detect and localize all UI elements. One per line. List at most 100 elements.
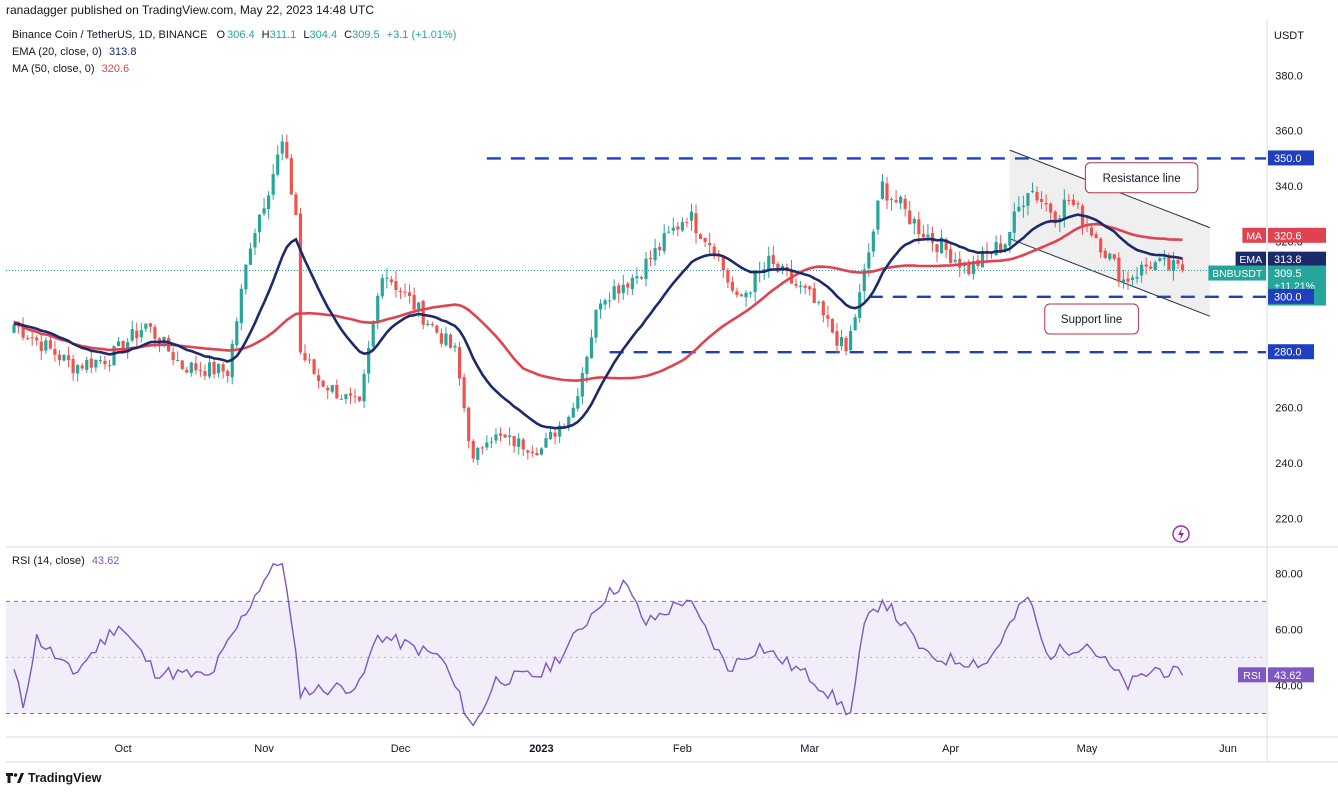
candle-body (1112, 254, 1116, 259)
candle-body (480, 447, 484, 449)
candle-body (771, 255, 775, 264)
candle-body (171, 352, 175, 361)
candle-body (407, 292, 412, 296)
candle-body (953, 259, 957, 262)
price-tag-value: 320.6 (1274, 230, 1302, 242)
candle-body (794, 283, 798, 286)
candle-body (867, 252, 871, 269)
candle-body (917, 219, 921, 235)
candle-body (735, 291, 739, 296)
candle-body (89, 358, 93, 368)
symbol-name: Binance Coin / TetherUS, 1D, BINANCE (12, 29, 208, 41)
candle-body (908, 210, 912, 225)
candle-body (589, 337, 594, 359)
candle-body (448, 334, 453, 348)
candle-body (453, 345, 457, 348)
candle-body (653, 247, 657, 261)
candle-body (53, 348, 57, 355)
price-tick-label: 340.0 (1275, 181, 1303, 193)
candle-body (435, 325, 439, 333)
rsi-tag-name: RSI (1243, 670, 1261, 682)
candle-body (148, 323, 152, 327)
annotation-text: Resistance line (1103, 173, 1181, 185)
candle-body (685, 222, 689, 224)
candle-body (467, 407, 471, 441)
rsi-legend-label: RSI (14, close) (12, 555, 85, 567)
candle-body (1067, 200, 1071, 202)
candle-body (839, 337, 844, 347)
price-tag-name: EMA (1239, 254, 1262, 266)
ma-legend: MA (50, close, 0) 320.6 (12, 63, 129, 75)
candle-body (876, 200, 880, 230)
candle-body (880, 181, 885, 199)
candle-body (626, 283, 630, 288)
candle-body (1003, 244, 1007, 250)
candle-body (385, 277, 389, 279)
candle-body (553, 432, 557, 437)
candle-body (967, 261, 971, 275)
candle-body (276, 154, 280, 175)
candle-body (571, 407, 575, 418)
level-tag-value: 280.0 (1274, 347, 1302, 359)
time-tick-label: Feb (673, 743, 692, 755)
price-tag-ema: EMA 313.8 (1235, 251, 1326, 267)
candle-body (180, 360, 184, 369)
candle-body (799, 285, 803, 287)
price-tag-name: BNBUSDT (1212, 268, 1263, 280)
candle-body (1008, 232, 1012, 246)
candle-body (949, 249, 953, 263)
candle-body (608, 300, 612, 302)
candle-body (294, 194, 298, 216)
candle-body (80, 365, 84, 369)
close-value: 309.5 (352, 29, 380, 41)
candle-body (1167, 258, 1171, 270)
candle-body (1176, 259, 1180, 264)
candle-body (594, 310, 598, 338)
candle-body (821, 301, 825, 316)
candle-body (1035, 191, 1039, 201)
ema-20-line (13, 213, 1183, 430)
candle-body (1017, 206, 1021, 212)
candle-body (889, 199, 894, 201)
candle-body (244, 264, 248, 290)
publisher-line: ranadagger published on TradingView.com,… (6, 3, 375, 17)
candle-body (667, 231, 671, 233)
candle-body (926, 234, 930, 237)
candle-body (648, 257, 653, 260)
candle-body (489, 441, 494, 443)
ma-50-line (13, 222, 1183, 382)
candle-body (85, 360, 89, 370)
candles-group (12, 134, 1185, 466)
candle-body (107, 365, 112, 367)
tradingview-brand[interactable]: TradingView (6, 771, 101, 785)
candle-body (1076, 203, 1080, 205)
candle-body (530, 451, 534, 454)
candle-body (144, 323, 148, 329)
candle-body (362, 373, 366, 402)
price-tick-label: 380.0 (1275, 70, 1303, 82)
candle-body (1108, 253, 1112, 260)
candle-body (676, 226, 680, 230)
support-trendline (1009, 238, 1210, 317)
candle-body (66, 355, 71, 361)
candle-body (235, 321, 239, 346)
level-price-tag: 300.0 (1268, 288, 1314, 304)
candle-body (267, 195, 271, 210)
candle-body (339, 398, 343, 400)
candle-body (326, 387, 330, 391)
low-label: L (303, 29, 310, 41)
rsi-tag-name-box (1238, 667, 1266, 683)
candle-body (1053, 211, 1057, 224)
candle-body (980, 250, 985, 268)
candle-body (958, 258, 962, 268)
candle-body (535, 452, 539, 456)
high-label: H (261, 29, 270, 41)
candle-body (462, 377, 466, 409)
candle-body (330, 385, 334, 392)
candle-body (644, 258, 648, 280)
candle-body (512, 436, 516, 447)
candle-body (899, 196, 903, 204)
candle-body (367, 347, 371, 374)
candle-body (635, 276, 639, 279)
